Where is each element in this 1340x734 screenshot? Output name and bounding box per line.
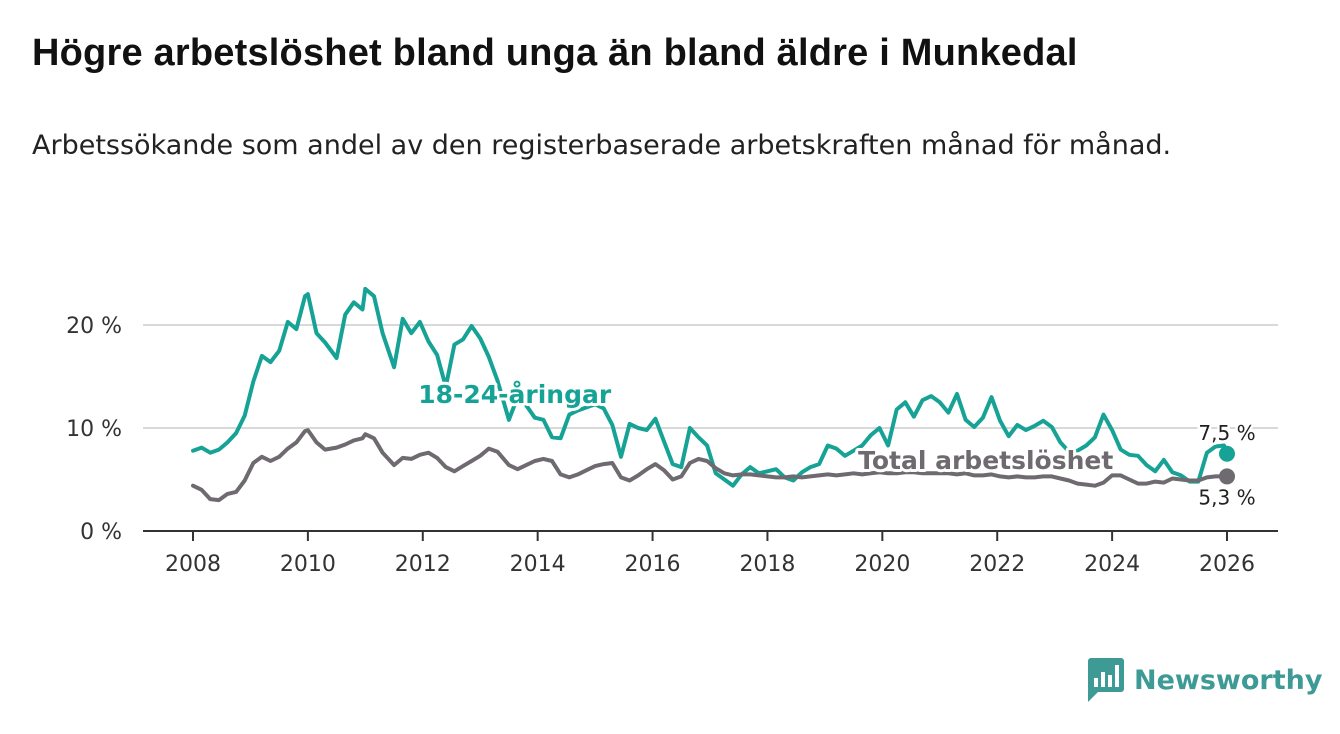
youth-end-label: 7,5 % [1198,421,1255,445]
y-tick-label: 10 % [66,417,122,442]
x-tick-label: 2024 [1084,552,1140,577]
x-tick-label: 2014 [510,552,566,577]
youth-series-label: 18-24-åringar [418,380,612,409]
bar-chart-speech-bubble-icon [1088,658,1124,702]
x-tick-label: 2008 [165,552,221,577]
total-series-label: Total arbetslöshet [858,446,1113,475]
youth-end-point [1219,445,1235,462]
total-end-label: 5,3 % [1198,485,1255,509]
x-tick-label: 2020 [854,552,910,577]
y-tick-label: 0 % [80,520,122,545]
x-tick-label: 2010 [280,552,336,577]
x-tick-label: 2012 [395,552,451,577]
x-tick-label: 2022 [969,552,1025,577]
chart-subtitle: Arbetssökande som andel av den registerb… [32,130,1172,161]
total-end-point [1219,468,1235,485]
youth-line [191,286,1229,488]
logo-text: Newsworthy [1134,664,1323,696]
x-tick-label: 2016 [625,552,681,577]
x-tick-label: 2026 [1199,552,1255,577]
chart-title: Högre arbetslöshet bland unga än bland ä… [32,32,1078,74]
y-tick-label: 20 % [66,314,122,339]
total-line [191,428,1229,503]
x-tick-label: 2018 [739,552,795,577]
newsworthy-logo: Newsworthy [1088,658,1322,702]
